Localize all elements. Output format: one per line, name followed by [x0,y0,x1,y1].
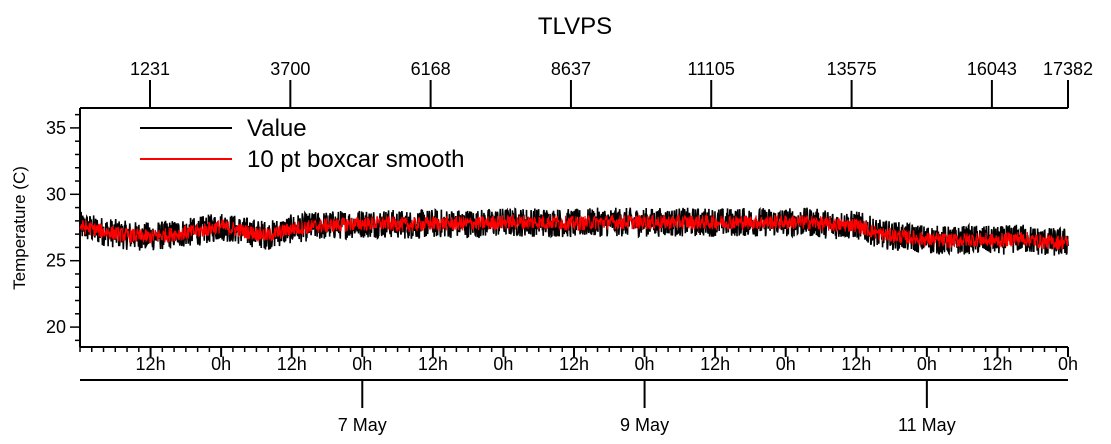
top-axis-tick-label: 13575 [827,59,877,79]
chart-title: TLVPS [538,13,612,40]
hour-axis-tick-label: 12h [418,354,448,374]
hour-axis-tick-label: 0h [776,354,796,374]
y-axis-label: Temperature (C) [10,166,29,290]
hour-axis-tick-label: 0h [1058,354,1078,374]
legend: Value 10 pt boxcar smooth [140,115,464,173]
hour-axis-tick-label: 12h [559,354,589,374]
hour-axis-tick-label: 0h [635,354,655,374]
plot-area [79,206,1069,256]
hour-axis: 12h 0h 12h 0h 12h 0h 12h 0h 12h 0h 12h 0h 12h 0h [79,346,1078,374]
legend-label: 10 pt boxcar smooth [247,146,464,173]
series-line-1 [79,213,1069,251]
top-axis-tick-label: 6168 [411,59,451,79]
hour-axis-tick-label: 0h [917,354,937,374]
y-axis-tick-label: 20 [46,317,66,337]
y-axis-tick-label: 30 [46,184,66,204]
top-axis-tick-label: 11105 [688,59,735,79]
hour-axis-tick-label: 12h [277,354,307,374]
top-axis: 1231 3700 6168 8637 11105 13575 16043 17382 [80,59,1093,109]
hour-axis-tick-label: 0h [211,354,231,374]
top-axis-tick-label: 8637 [551,59,591,79]
hour-axis-tick-label: 12h [982,354,1012,374]
y-axis-tick-label: 25 [46,251,66,271]
hour-axis-tick-label: 12h [700,354,730,374]
hour-axis-tick-label: 0h [493,354,513,374]
top-axis-tick-label: 1231 [130,59,170,79]
date-axis: 7 May 9 May 11 May [80,379,1068,435]
top-axis-tick-label: 17382 [1043,59,1093,79]
hour-axis-tick-label: 12h [841,354,871,374]
y-axis-tick-label: 35 [46,118,66,138]
date-axis-tick-label: 11 May [898,415,956,435]
hour-axis-tick-label: 0h [352,354,372,374]
y-axis: 20 25 30 35 [46,108,81,347]
hour-axis-tick-label: 12h [136,354,166,374]
date-axis-tick-label: 7 May [338,415,387,435]
top-axis-tick-label: 16043 [967,59,1017,79]
series-line-0 [79,206,1069,256]
date-axis-tick-label: 9 May [620,415,669,435]
legend-label: Value [247,115,307,142]
top-axis-tick-label: 3700 [270,59,310,79]
